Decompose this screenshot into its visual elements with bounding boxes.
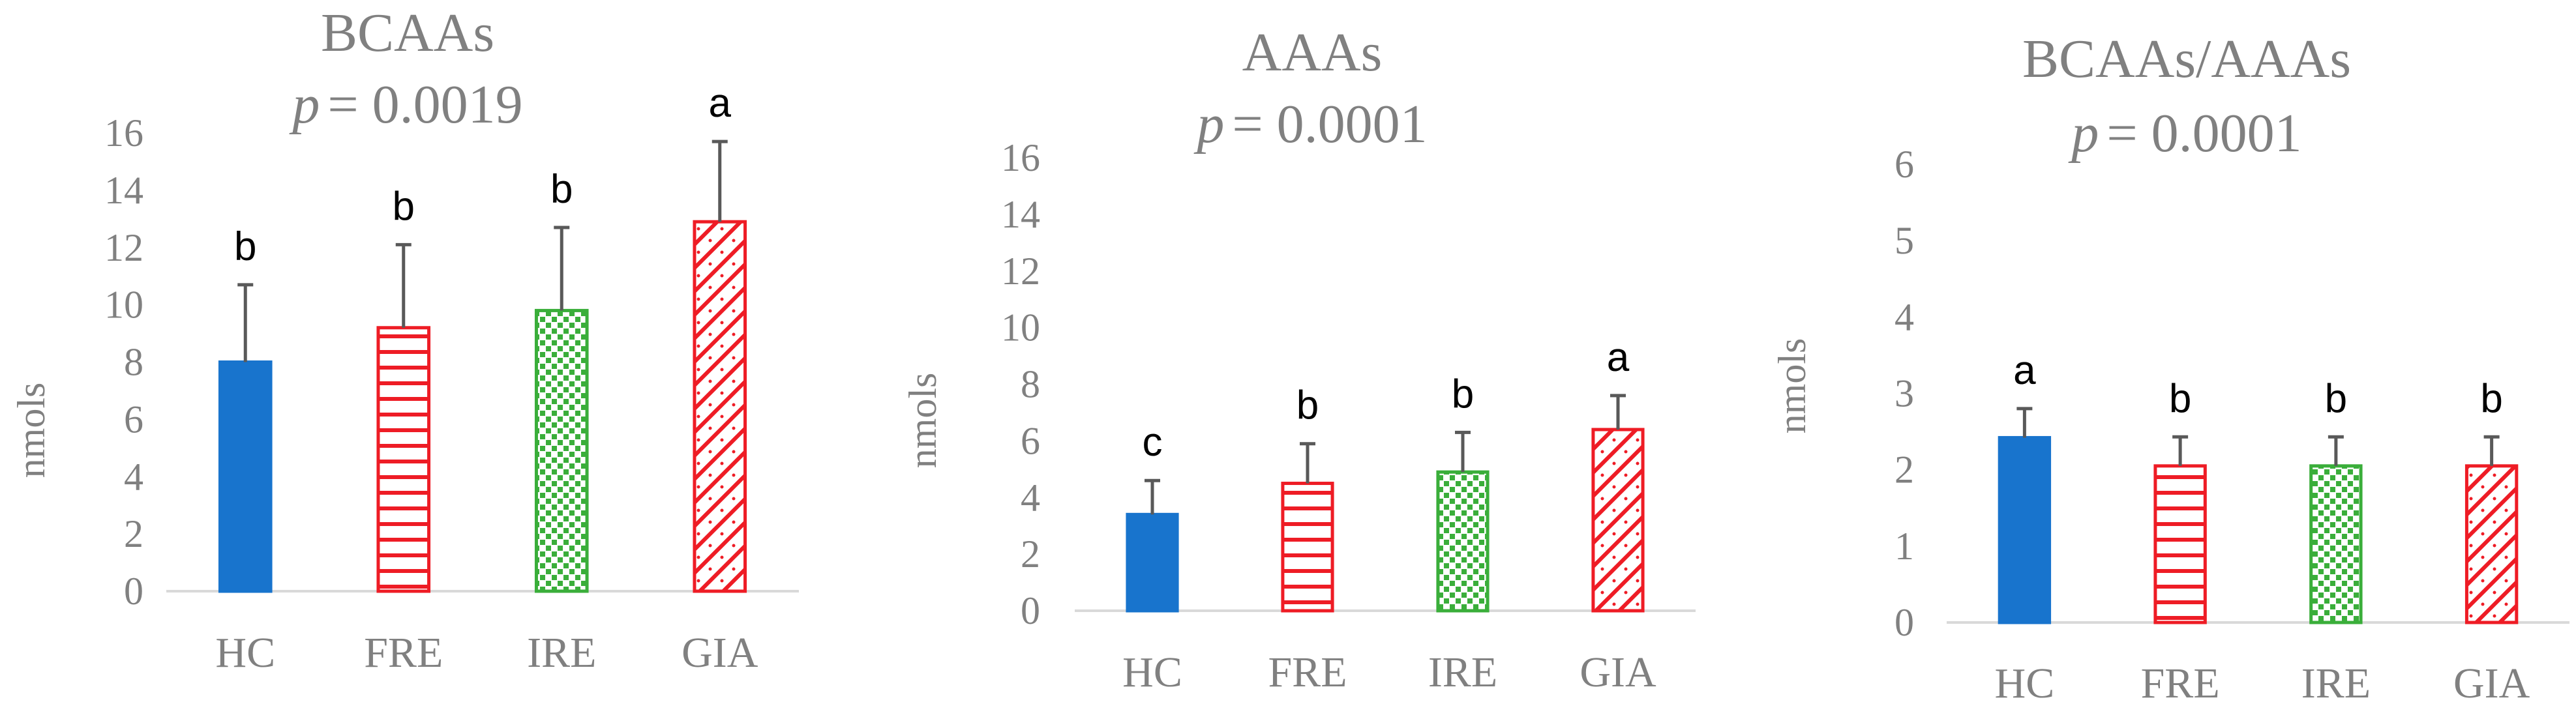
y-tick-label: 0 — [1021, 589, 1040, 632]
x-tick-label: FRE — [364, 629, 443, 677]
bar-gia — [2464, 464, 2519, 624]
bars: c b b a — [1126, 335, 1645, 613]
p-value-annotation: p = 0.0001 — [1193, 94, 1427, 154]
significance-letter: b — [1296, 383, 1319, 428]
bar-gia — [693, 220, 747, 593]
x-tick-label: IRE — [527, 629, 596, 677]
chart-title: AAAs — [1242, 22, 1383, 83]
bar-gia — [1591, 428, 1645, 613]
y-axis-ticks: 0 2 4 6 8 10 12 14 16 — [1001, 136, 1040, 632]
bar-fre — [1281, 482, 1334, 613]
y-tick-label: 4 — [124, 455, 143, 498]
y-tick-label: 12 — [104, 226, 143, 269]
p-value: = 0.0001 — [1232, 94, 1427, 154]
x-tick-label: HC — [1122, 649, 1182, 696]
y-axis-ticks: 0 2 4 6 8 10 12 14 16 — [104, 111, 143, 613]
x-axis-ticks: HC FRE IRE GIA — [1122, 649, 1656, 696]
significance-letter: a — [709, 81, 732, 126]
x-tick-label: IRE — [2301, 660, 2371, 707]
y-tick-label: 2 — [124, 512, 143, 555]
bar-fre — [2153, 464, 2207, 624]
y-tick-label: 4 — [1895, 295, 1914, 338]
p-label: p — [1193, 94, 1224, 154]
x-tick-label: GIA — [2453, 660, 2530, 707]
x-tick-label: GIA — [1580, 649, 1656, 696]
bars: b b b a — [218, 81, 747, 593]
chart-panel-bcaas: BCAAs p = 0.0019 nmols 0 2 4 6 8 10 12 14 16 b b b a… — [10, 3, 799, 677]
significance-letter: c — [1143, 420, 1163, 465]
y-tick-label: 14 — [104, 169, 143, 212]
significance-letter: b — [2169, 376, 2191, 421]
bar-fre — [376, 326, 431, 593]
y-tick-label: 4 — [1021, 476, 1040, 519]
y-axis-label: nmols — [10, 383, 53, 478]
chart-title: BCAAs/AAAs — [2022, 29, 2351, 89]
x-tick-label: FRE — [2141, 660, 2220, 707]
y-tick-label: 0 — [1895, 601, 1914, 644]
y-tick-label: 6 — [1895, 143, 1914, 186]
y-tick-label: 2 — [1895, 448, 1914, 491]
p-label: p — [289, 74, 320, 135]
bars: ab b b — [1998, 348, 2519, 624]
bar-hc — [1126, 512, 1179, 613]
significance-letter: b — [2480, 376, 2502, 421]
y-tick-label: 8 — [1021, 363, 1040, 406]
y-tick-label: 14 — [1001, 193, 1040, 236]
significance-letter: b — [393, 184, 415, 229]
y-tick-label: 8 — [124, 341, 143, 384]
y-tick-label: 16 — [1001, 136, 1040, 179]
y-tick-label: 6 — [1021, 419, 1040, 462]
significance-letter: a — [2013, 348, 2036, 393]
y-tick-label: 10 — [104, 284, 143, 327]
x-tick-label: HC — [215, 629, 275, 677]
x-axis-ticks: HC FRE IRE GIA — [215, 629, 758, 677]
bar-hc — [1998, 435, 2052, 624]
bar-ire — [2309, 464, 2363, 624]
y-axis-ticks: 0 1 2 3 4 5 6 — [1895, 143, 1914, 644]
p-value-annotation: p = 0.0019 — [289, 74, 522, 135]
significance-letter: b — [234, 224, 256, 269]
p-label: p — [2068, 103, 2099, 164]
y-tick-label: 5 — [1895, 219, 1914, 262]
significance-letter: b — [550, 167, 573, 212]
x-tick-label: GIA — [681, 629, 758, 677]
bar-ire — [534, 308, 589, 593]
y-tick-label: 12 — [1001, 250, 1040, 293]
significance-letter: b — [2325, 376, 2347, 421]
y-tick-label: 6 — [124, 398, 143, 441]
y-tick-label: 3 — [1895, 372, 1914, 415]
y-tick-label: 0 — [124, 570, 143, 613]
p-value: = 0.0019 — [327, 74, 522, 135]
y-axis-label: nmols — [1771, 338, 1814, 434]
chart-title: BCAAs — [321, 3, 494, 63]
y-tick-label: 1 — [1895, 525, 1914, 568]
significance-letter: a — [1607, 335, 1630, 380]
bar-ire — [1436, 470, 1490, 613]
y-tick-label: 16 — [104, 111, 143, 154]
x-tick-label: HC — [1995, 660, 2055, 707]
y-tick-label: 10 — [1001, 306, 1040, 349]
y-tick-label: 2 — [1021, 533, 1040, 576]
y-axis-label: nmols — [901, 373, 944, 469]
x-tick-label: IRE — [1428, 649, 1497, 696]
significance-letter: b — [1452, 372, 1474, 417]
x-axis-ticks: HC FRE IRE GIA — [1995, 660, 2530, 707]
x-tick-label: FRE — [1268, 649, 1347, 696]
bar-hc — [218, 360, 273, 593]
p-value: = 0.0001 — [2106, 103, 2301, 164]
p-value-annotation: p = 0.0001 — [2068, 103, 2301, 164]
